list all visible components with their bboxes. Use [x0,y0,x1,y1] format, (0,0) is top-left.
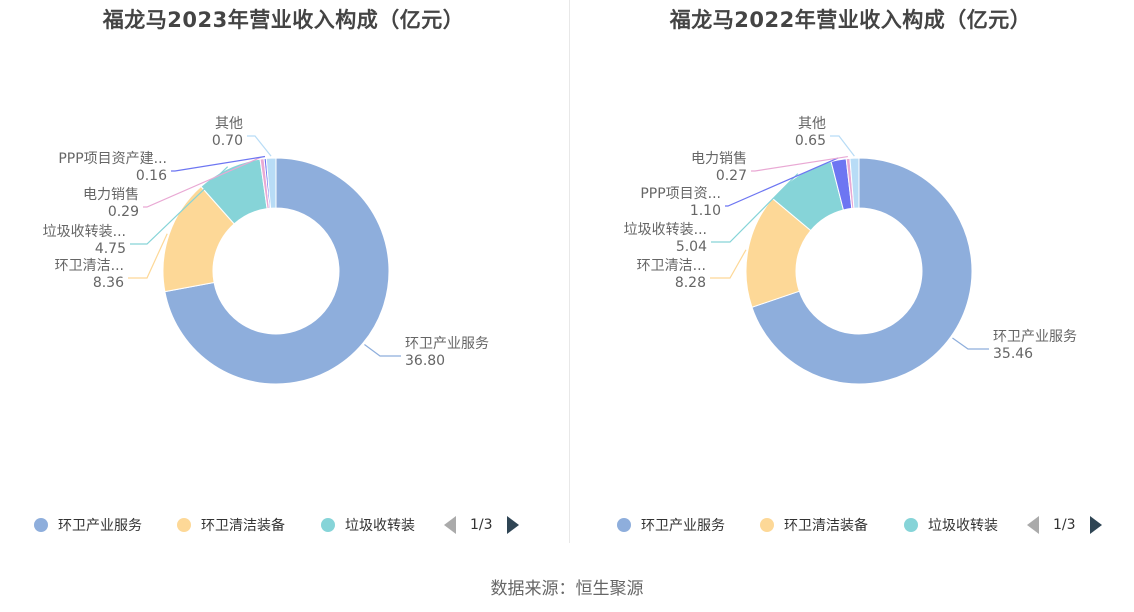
slice-label: 环卫清洁... [55,258,124,274]
legend-label: 环卫清洁装备 [784,518,868,534]
label-leader-line [725,157,839,207]
slice-value-label: 8.36 [93,275,124,291]
legend-item-garbage-transfer[interactable]: 垃圾收转装 [904,512,998,538]
slice-value-label: 4.75 [95,241,126,257]
slice-label: 环卫产业服务 [993,329,1077,345]
slice-value-label: 1.10 [690,203,721,219]
label-leader-line [128,233,168,279]
legend-item-huanwei-service[interactable]: 环卫产业服务 [617,512,725,538]
slice-label: 其他 [798,116,826,132]
pie-slice[interactable] [265,157,277,209]
slice-label: 环卫产业服务 [405,336,489,352]
data-source-note: 数据来源：恒生聚源 [490,579,644,599]
label-leader-line [247,135,272,157]
slice-value-label: 8.28 [675,275,706,291]
label-leader-line [143,156,263,208]
pager-next-icon[interactable] [1089,516,1102,534]
legend-marker-icon [617,518,631,532]
slice-label: 电力销售 [691,151,747,167]
donut-chart-2023: 环卫产业服务36.80环卫清洁...8.36垃圾收转装...4.75电力销售0.… [43,116,489,385]
pie-slice[interactable] [849,157,860,209]
label-leader-line [751,155,848,172]
panel-divider [569,0,570,543]
label-leader-line [830,135,855,157]
legend-marker-icon [904,518,918,532]
label-leader-line [711,173,799,243]
pie-slice[interactable] [164,157,390,385]
chart-title-2022: 福龙马2022年营业收入构成（亿元） [669,8,1032,32]
pager-prev-icon[interactable] [1027,516,1039,534]
legend-2023: 环卫产业服务 环卫清洁装备 垃圾收转装 1/3 [0,512,567,538]
slice-label: PPP项目资... [640,186,721,202]
legend-item-cleaning-equipment[interactable]: 环卫清洁装备 [177,512,285,538]
slice-label: 垃圾收转装... [43,224,126,240]
legend-label: 垃圾收转装 [345,518,415,534]
slice-value-label: 0.16 [136,168,167,184]
legend-marker-icon [321,518,335,532]
pager-prev-icon[interactable] [444,516,456,534]
legend-item-garbage-transfer[interactable]: 垃圾收转装 [321,512,415,538]
pager-next-icon[interactable] [506,516,519,534]
label-leader-line [952,337,989,350]
legend-item-huanwei-service[interactable]: 环卫产业服务 [34,512,142,538]
label-leader-line [130,166,229,245]
legend-2022: 环卫产业服务 环卫清洁装备 垃圾收转装 1/3 [567,512,1134,538]
slice-value-label: 0.27 [716,168,747,184]
pager-page-indicator: 1/3 [1053,517,1076,533]
slice-label: 垃圾收转装... [624,222,707,238]
pager-page-indicator: 1/3 [470,517,493,533]
slice-label: 其他 [215,116,243,132]
legend-item-cleaning-equipment[interactable]: 环卫清洁装备 [760,512,868,538]
slice-value-label: 0.29 [108,204,139,220]
slice-value-label: 35.46 [993,346,1033,362]
pie-slice[interactable] [751,157,973,385]
chart-panel-2022: 福龙马2022年营业收入构成（亿元） 环卫产业服务 35.46 环卫清洁... 8.2… [567,0,1134,560]
slice-label: 电力销售 [83,187,139,203]
legend-label: 垃圾收转装 [928,518,998,534]
legend-marker-icon [760,518,774,532]
legend-pager-2023: 1/3 [444,512,519,538]
slice-value-label: 0.65 [795,133,826,149]
slice-value-label: 0.70 [212,133,243,149]
slice-label: PPP项目资产建... [58,151,167,167]
label-leader-line [364,344,401,357]
slice-value-label: 36.80 [405,353,445,369]
label-leader-line [710,249,747,279]
chart-title-2023: 福龙马2023年营业收入构成（亿元） [102,8,465,32]
legend-pager-2022: 1/3 [1027,512,1102,538]
legend-label: 环卫产业服务 [58,518,142,534]
legend-label: 环卫产业服务 [641,518,725,534]
legend-marker-icon [177,518,191,532]
legend-marker-icon [34,518,48,532]
slice-value-label: 5.04 [676,239,707,255]
label-leader-line [171,155,266,172]
chart-panel-2023: 福龙马2023年营业收入构成（亿元） 环卫产业服务 36.80 环卫清洁... 8.3… [0,0,567,560]
legend-label: 环卫清洁装备 [201,518,285,534]
slice-label: 环卫清洁... [637,258,706,274]
